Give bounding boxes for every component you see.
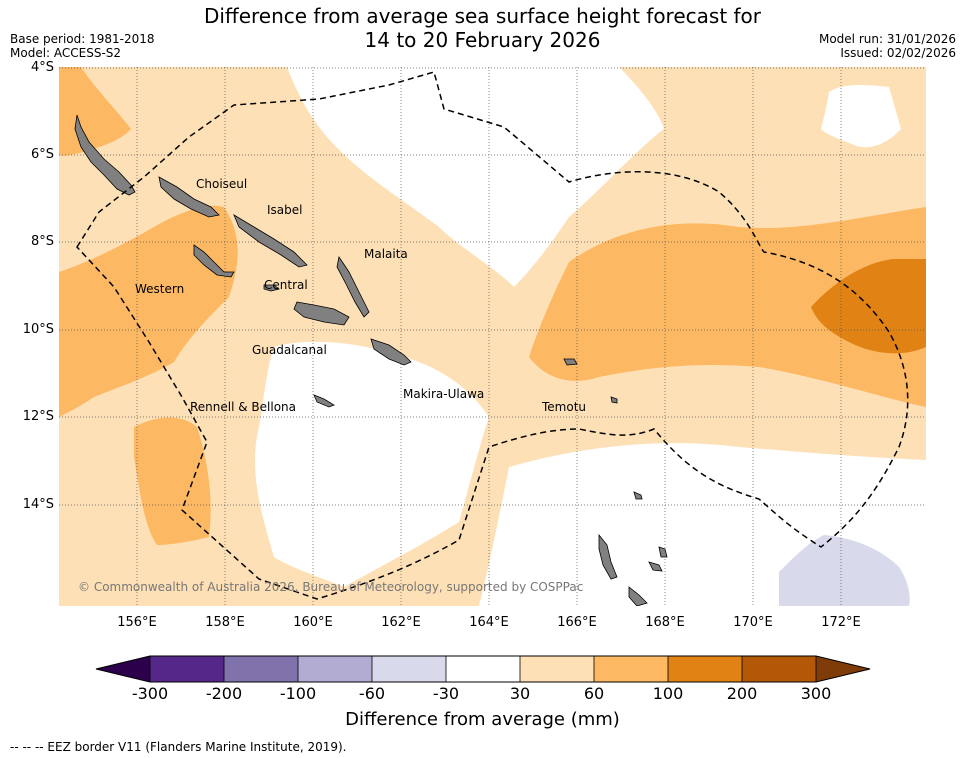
colorbar-swatch [668,656,742,682]
island-pentecost [658,546,668,558]
lon-label: 170°E [733,615,773,630]
island-banks [633,491,643,500]
anomaly-field-60-100-east [529,207,926,407]
island-new-georgia [193,244,235,278]
label-guadalcanal: Guadalcanal [252,343,327,357]
island-malaita [336,255,370,318]
colorbar-swatch [742,656,816,682]
label-malaita: Malaita [364,247,408,261]
label-makira-ulawa: Makira-Ulawa [403,387,485,401]
base-period: Base period: 1981-2018 [10,32,155,46]
colorbar-title: Difference from average (mm) [345,709,620,730]
island-guadalcanal [293,301,350,326]
anomaly-field-60-100-southwest [134,417,211,545]
eez-legend-note: -- -- -- EEZ border V11 (Flanders Marine… [10,740,347,754]
colorbar-tick: -60 [358,684,386,703]
anomaly-field-60-100-west [59,205,238,417]
colorbar-tick: 300 [800,684,832,703]
colorbar-tick: -100 [279,684,317,703]
model-run: Model run: 31/01/2026 [818,32,956,46]
island-maewo [648,561,663,572]
title-line-1: Difference from average sea surface heig… [203,4,762,28]
island-makira [370,338,412,366]
colorbar-over-arrow [816,656,870,682]
copyright-notice: © Commonwealth of Australia 2026, Bureau… [78,580,584,594]
label-isabel: Isabel [267,203,303,217]
lon-label: 158°E [205,615,245,630]
island-reef-islands [610,396,618,404]
island-choiseul [158,176,220,218]
map-panel [59,67,926,606]
lon-label: 166°E [557,615,597,630]
colorbar-swatch [150,656,224,682]
issued-date: Issued: 02/02/2026 [840,46,956,60]
island-malekula [628,586,648,606]
anomaly-field-minus-30-60 [779,535,910,606]
anomaly-field-near-zero-north [287,67,664,287]
lon-label: 162°E [381,615,421,630]
colorbar-swatch [446,656,520,682]
colorbar [95,655,871,683]
lat-label: 8°S [30,234,54,249]
label-central: Central [264,278,308,292]
lon-label: 164°E [469,615,509,630]
island-central [263,284,280,292]
label-western: Western [135,282,185,296]
lon-label: 168°E [645,615,685,630]
sea-surface-height-map [59,67,926,606]
colorbar-tick: -200 [205,684,243,703]
island-isabel [233,214,308,268]
model-name: Model: ACCESS-S2 [10,46,122,60]
lat-label: 10°S [22,322,54,337]
lat-label: 4°S [30,60,54,75]
label-rennell-bellona: Rennell & Bellona [190,400,297,414]
lat-label: 14°S [22,497,54,512]
lat-label: 6°S [30,147,54,162]
title-line-2: 14 to 20 February 2026 [364,28,601,52]
colorbar-swatch [224,656,298,682]
island-santa-cruz [563,358,578,366]
island-espiritu-santo [598,533,618,580]
colorbar-swatch [594,656,668,682]
lon-label: 156°E [117,615,157,630]
colorbar-dividers [149,656,817,682]
colorbar-tick: 30 [509,684,531,703]
land-masses [74,114,668,606]
lat-label: 12°S [22,409,54,424]
colorbar-tick: 60 [583,684,605,703]
colorbar-tick: -30 [432,684,460,703]
colorbar-tick: -300 [131,684,169,703]
island-rennell [313,394,335,408]
label-choiseul: Choiseul [196,177,248,191]
label-temotu: Temotu [542,400,587,414]
colorbar-swatch [372,656,446,682]
lon-label: 160°E [293,615,333,630]
graticule [59,67,926,606]
lon-label: 172°E [821,615,861,630]
colorbar-swatch [298,656,372,682]
colorbar-under-arrow [96,656,150,682]
colorbar-tick: 100 [652,684,684,703]
anomaly-field-near-zero-south [254,341,489,587]
colorbar-swatch [520,656,594,682]
island-bougainville [74,114,136,196]
colorbar-tick: 200 [726,684,758,703]
